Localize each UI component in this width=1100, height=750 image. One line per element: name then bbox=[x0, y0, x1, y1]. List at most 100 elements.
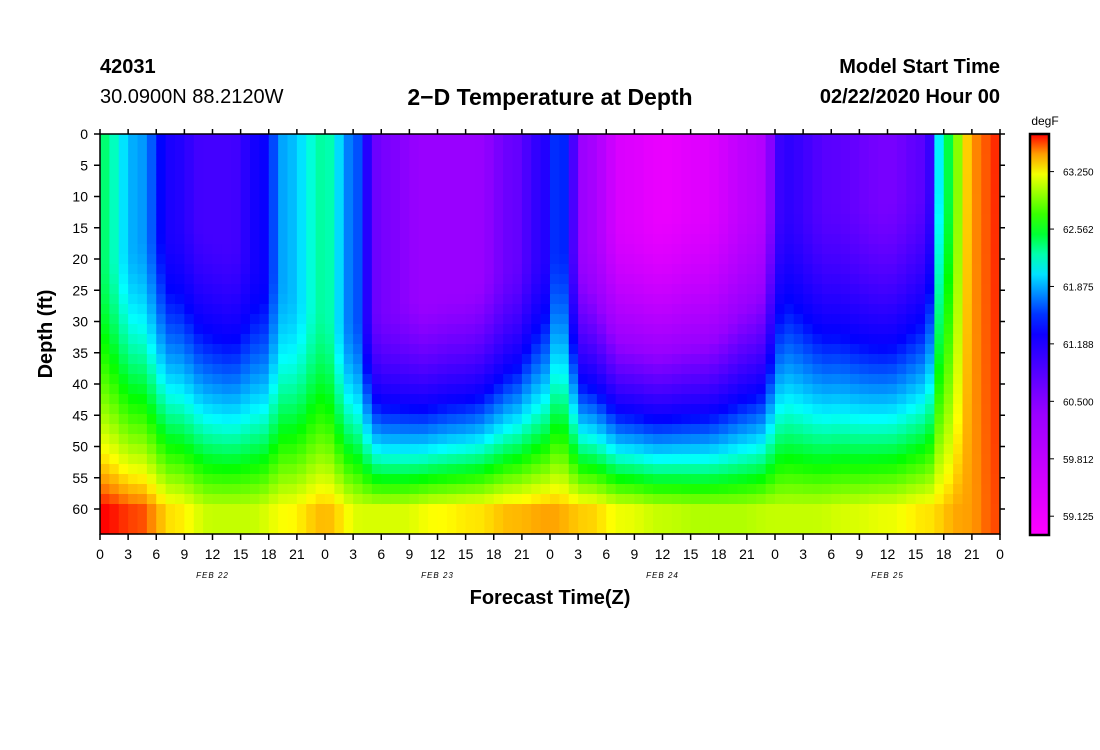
heatmap-cell bbox=[859, 164, 870, 175]
heatmap-cell bbox=[962, 294, 973, 305]
heatmap-cell bbox=[756, 294, 767, 305]
heatmap-cell bbox=[943, 454, 954, 465]
heatmap-cell bbox=[887, 284, 898, 295]
heatmap-cell bbox=[746, 434, 757, 445]
heatmap-cell bbox=[971, 444, 982, 455]
heatmap-cell bbox=[175, 394, 185, 405]
heatmap-cell bbox=[765, 324, 776, 335]
heatmap-cell bbox=[925, 204, 935, 215]
heatmap-cell bbox=[981, 324, 992, 335]
heatmap-cell bbox=[550, 154, 560, 165]
heatmap-cell bbox=[428, 164, 439, 175]
heatmap-cell bbox=[990, 174, 1001, 185]
heatmap-cell bbox=[793, 514, 804, 525]
heatmap-cell bbox=[175, 274, 185, 285]
heatmap-cell bbox=[109, 394, 120, 405]
heatmap-cell bbox=[915, 184, 926, 195]
heatmap-cell bbox=[343, 394, 354, 405]
heatmap-cell bbox=[156, 484, 167, 495]
heatmap-cell bbox=[821, 204, 832, 215]
heatmap-cell bbox=[240, 304, 251, 315]
heatmap-cell bbox=[643, 514, 654, 525]
heatmap-cell bbox=[156, 404, 167, 415]
heatmap-cell bbox=[793, 244, 804, 255]
heatmap-cell bbox=[746, 134, 757, 145]
heatmap-cell bbox=[634, 504, 645, 515]
heatmap-cell bbox=[737, 214, 748, 225]
heatmap-cell bbox=[878, 224, 889, 235]
heatmap-cell bbox=[343, 334, 354, 345]
heatmap-cell bbox=[250, 314, 260, 325]
heatmap-cell bbox=[146, 284, 157, 295]
heatmap-cell bbox=[128, 504, 139, 515]
heatmap-cell bbox=[203, 434, 214, 445]
heatmap-cell bbox=[643, 464, 654, 475]
heatmap-cell bbox=[475, 194, 485, 205]
heatmap-cell bbox=[540, 164, 551, 175]
heatmap-cell bbox=[690, 134, 701, 145]
heatmap-cell bbox=[943, 464, 954, 475]
heatmap-cell bbox=[887, 374, 898, 385]
heatmap-cell bbox=[175, 364, 185, 375]
heatmap-cell bbox=[793, 174, 804, 185]
heatmap-cell bbox=[212, 454, 223, 465]
heatmap-cell bbox=[315, 194, 326, 205]
heatmap-cell bbox=[128, 324, 139, 335]
heatmap-cell bbox=[184, 274, 195, 285]
heatmap-cell bbox=[128, 254, 139, 265]
heatmap-cell bbox=[971, 294, 982, 305]
heatmap-cell bbox=[596, 324, 607, 335]
heatmap-cell bbox=[868, 304, 879, 315]
heatmap-cell bbox=[915, 284, 926, 295]
heatmap-cell bbox=[775, 154, 785, 165]
heatmap-cell bbox=[540, 344, 551, 355]
heatmap-cell bbox=[165, 284, 176, 295]
heatmap-cell bbox=[596, 144, 607, 155]
heatmap-cell bbox=[193, 514, 204, 525]
heatmap-cell bbox=[475, 354, 485, 365]
heatmap-cell bbox=[981, 184, 992, 195]
heatmap-cell bbox=[681, 154, 692, 165]
heatmap-cell bbox=[465, 524, 476, 535]
y-tick-label: 15 bbox=[72, 220, 88, 236]
heatmap-cell bbox=[362, 324, 373, 335]
heatmap-cell bbox=[718, 384, 729, 395]
heatmap-cell bbox=[250, 234, 260, 245]
heatmap-cell bbox=[943, 394, 954, 405]
heatmap-cell bbox=[962, 424, 973, 435]
heatmap-cell bbox=[456, 384, 467, 395]
heatmap-cell bbox=[165, 474, 176, 485]
heatmap-cell bbox=[175, 214, 185, 225]
heatmap-cell bbox=[503, 304, 514, 315]
heatmap-cell bbox=[643, 354, 654, 365]
heatmap-cell bbox=[315, 224, 326, 235]
heatmap-cell bbox=[756, 394, 767, 405]
heatmap-cell bbox=[156, 264, 167, 275]
heatmap-cell bbox=[925, 444, 935, 455]
heatmap-cell bbox=[643, 294, 654, 305]
heatmap-cell bbox=[100, 264, 110, 275]
heatmap-cell bbox=[325, 154, 335, 165]
heatmap-cell bbox=[596, 374, 607, 385]
heatmap-cell bbox=[812, 234, 823, 245]
heatmap-cell bbox=[896, 244, 907, 255]
heatmap-cell bbox=[962, 194, 973, 205]
heatmap-cell bbox=[746, 524, 757, 535]
heatmap-cell bbox=[934, 394, 945, 405]
heatmap-cell bbox=[784, 254, 795, 265]
heatmap-cell bbox=[934, 524, 945, 535]
heatmap-cell bbox=[812, 354, 823, 365]
heatmap-cell bbox=[362, 284, 373, 295]
heatmap-cell bbox=[578, 524, 589, 535]
heatmap-cell bbox=[568, 204, 579, 215]
heatmap-cell bbox=[128, 144, 139, 155]
heatmap-cell bbox=[259, 184, 270, 195]
heatmap-cell bbox=[287, 234, 298, 245]
heatmap-cell bbox=[559, 264, 570, 275]
heatmap-cell bbox=[775, 394, 785, 405]
heatmap-cell bbox=[559, 334, 570, 345]
heatmap-cell bbox=[118, 264, 129, 275]
heatmap-cell bbox=[596, 304, 607, 315]
heatmap-cell bbox=[718, 464, 729, 475]
heatmap-cell bbox=[868, 424, 879, 435]
